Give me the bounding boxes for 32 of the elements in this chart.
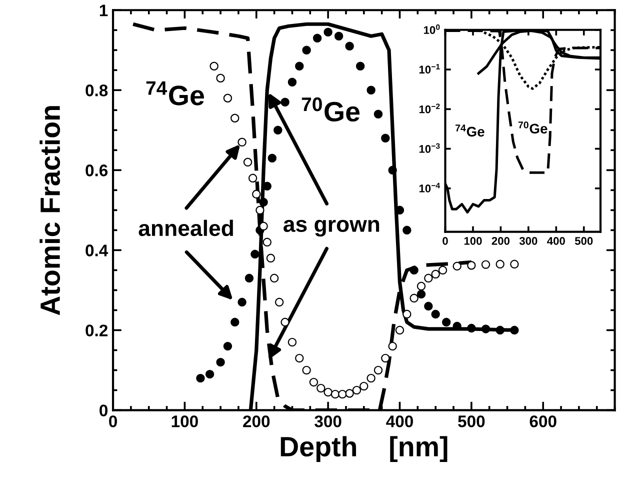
y-axis-title: Atomic Fraction xyxy=(40,106,60,316)
x-tick-label: 400 xyxy=(547,236,565,245)
y-tick-label: 0 xyxy=(100,404,108,416)
y-tick-label: 0.2 xyxy=(86,324,108,336)
annotation: $^{70}$Ge xyxy=(518,121,548,134)
x-tick-label: 300 xyxy=(519,236,538,245)
y-tick-label: 10$^{0}$ xyxy=(424,24,440,34)
x-tick-label: 400 xyxy=(386,415,413,428)
x-tick-label: 0 xyxy=(109,415,117,428)
x-tick-label: 0 xyxy=(442,236,448,245)
y-tick-label: 10$^{−2}$ xyxy=(419,104,440,114)
annotation: $^{70}$Ge xyxy=(302,97,360,122)
y-tick-label: 1 xyxy=(100,4,108,16)
x-tick-label: 100 xyxy=(464,236,482,245)
y-tick-label: 0.6 xyxy=(86,164,108,176)
annotation: $^{74}$Ge xyxy=(146,81,204,106)
x-tick-label: 500 xyxy=(574,236,593,245)
x-tick-label: 500 xyxy=(458,415,485,428)
x-axis-title: Depth [nm] xyxy=(280,436,448,462)
annotation: $^{74}$Ge xyxy=(456,124,484,137)
y-tick-label: 10$^{−3}$ xyxy=(419,143,440,153)
annotation: as grown xyxy=(284,220,380,237)
y-tick-label: 0.4 xyxy=(86,244,108,256)
x-tick-label: 100 xyxy=(172,415,198,428)
y-tick-label: 10$^{−4}$ xyxy=(419,182,440,192)
x-tick-label: 200 xyxy=(243,415,270,428)
x-tick-label: 200 xyxy=(492,236,510,245)
x-tick-label: 600 xyxy=(530,415,556,428)
x-tick-label: 300 xyxy=(314,415,342,428)
y-tick-label: 10$^{−1}$ xyxy=(419,64,440,74)
annotation: annealed xyxy=(138,220,233,236)
y-tick-label: 0.8 xyxy=(86,84,108,96)
